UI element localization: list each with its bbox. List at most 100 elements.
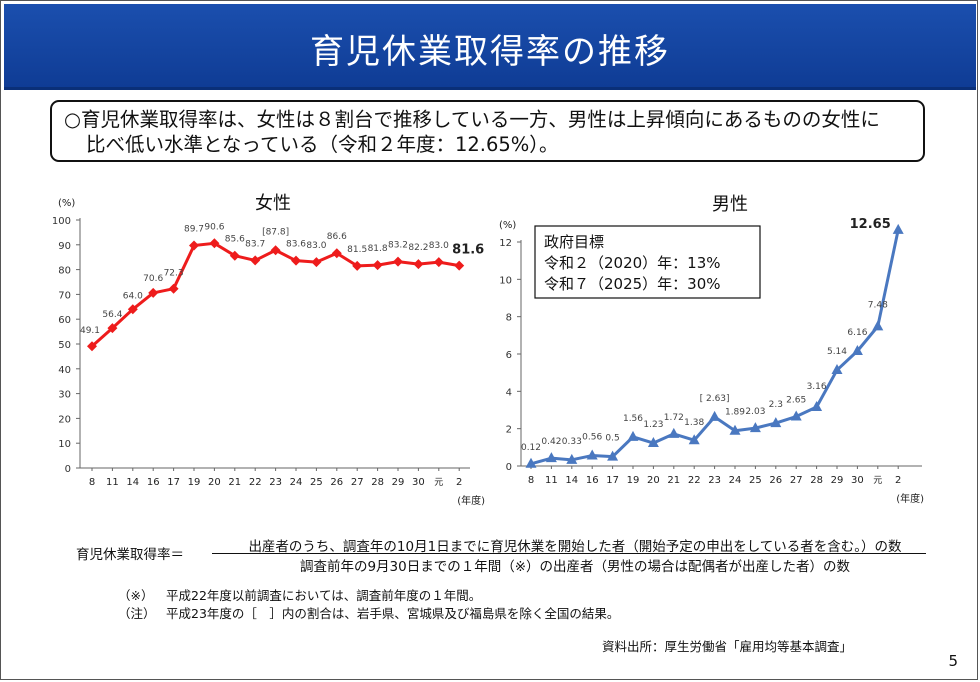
female-x-tick-label: 元 bbox=[434, 478, 443, 488]
note-2-text: 平成23年度の［ ］内の割合は、岩手県、宮城県及び福島県を除く全国の結果。 bbox=[166, 606, 620, 621]
formula-label: 育児休業取得率＝ bbox=[76, 547, 184, 563]
female-x-tick-label: 8 bbox=[89, 477, 95, 488]
female-point bbox=[311, 257, 322, 268]
target-annotation-line-3: 令和７（2025）年：30% bbox=[544, 275, 721, 293]
note-1-mark: （※） bbox=[118, 588, 154, 603]
male-data-label: 1.72 bbox=[664, 413, 684, 423]
title-banner: 育児休業取得率の推移 bbox=[4, 4, 976, 90]
female-data-label: 56.4 bbox=[102, 310, 122, 320]
female-data-label: 82.2 bbox=[408, 243, 428, 253]
female-y-tick-label: 30 bbox=[58, 390, 71, 401]
female-y-tick-label: 90 bbox=[58, 241, 71, 252]
male-data-label: 0.33 bbox=[562, 437, 582, 447]
female-point bbox=[168, 283, 179, 294]
female-point bbox=[291, 255, 301, 266]
male-y-tick-label: 0 bbox=[506, 462, 512, 473]
formula-fraction-bar bbox=[212, 553, 926, 554]
female-x-tick-label: 14 bbox=[126, 477, 139, 488]
male-point bbox=[872, 320, 884, 331]
female-data-label: [87.8] bbox=[262, 227, 289, 237]
male-x-tick-label: 23 bbox=[708, 475, 721, 486]
male-x-tick-label: 30 bbox=[851, 475, 864, 486]
male-point bbox=[647, 437, 659, 448]
target-annotation-line-1: 政府目標 bbox=[544, 233, 604, 251]
male-data-label: 0.56 bbox=[582, 433, 602, 443]
male-data-label: 2.03 bbox=[745, 407, 765, 417]
male-x-tick-label: 17 bbox=[606, 475, 619, 486]
female-x-tick-label: 28 bbox=[371, 477, 384, 488]
female-x-tick-label: 27 bbox=[351, 477, 364, 488]
female-data-label: 85.6 bbox=[225, 235, 245, 245]
female-point bbox=[189, 240, 199, 251]
male-point bbox=[729, 424, 741, 435]
female-point bbox=[107, 323, 118, 334]
formula-denominator: 調査前年の9月30日までの１年間（※）の出産者（男性の場合は配偶者が出産した者）… bbox=[299, 559, 851, 575]
male-x-tick-label: 16 bbox=[586, 475, 599, 486]
female-point bbox=[209, 238, 220, 249]
male-point bbox=[851, 345, 863, 356]
male-data-label: 2.65 bbox=[786, 396, 806, 406]
male-point bbox=[749, 422, 761, 433]
male-x-tick-label: 14 bbox=[565, 475, 578, 486]
male-y-axis-label: (%) bbox=[499, 220, 516, 231]
male-data-label: 7.48 bbox=[868, 300, 888, 310]
male-x-tick-label: 25 bbox=[749, 475, 762, 486]
female-point bbox=[372, 260, 383, 271]
male-point bbox=[831, 364, 843, 375]
female-point bbox=[87, 341, 97, 352]
female-data-label: 64.0 bbox=[123, 291, 143, 301]
female-x-tick-label: 22 bbox=[249, 477, 262, 488]
female-data-label: 81.5 bbox=[347, 245, 367, 255]
female-chart-title: 女性 bbox=[255, 193, 291, 214]
female-x-tick-label: 29 bbox=[392, 477, 405, 488]
male-data-label: 1.89 bbox=[725, 408, 745, 418]
male-data-label: 1.38 bbox=[684, 418, 704, 428]
male-point bbox=[770, 417, 782, 428]
female-point bbox=[413, 259, 424, 270]
female-y-tick-label: 60 bbox=[58, 315, 71, 326]
note-1-text: 平成22年度以前調査においては、調査前年度の１年間。 bbox=[166, 588, 482, 603]
male-y-tick-label: 6 bbox=[506, 350, 512, 361]
male-data-label: 3.16 bbox=[807, 382, 827, 392]
male-x-tick-label: 24 bbox=[729, 475, 742, 486]
summary-line-2: 比べ低い水準となっている（令和２年度：12.65%）。 bbox=[86, 133, 559, 156]
female-x-tick-label: 26 bbox=[330, 477, 343, 488]
male-point bbox=[525, 457, 537, 468]
male-data-label: 6.16 bbox=[847, 328, 867, 338]
female-y-tick-label: 10 bbox=[58, 439, 71, 450]
male-y-tick-label: 12 bbox=[499, 238, 512, 249]
male-point bbox=[586, 449, 598, 460]
female-x-tick-label: 30 bbox=[412, 477, 425, 488]
female-point bbox=[229, 250, 240, 261]
target-annotation-box bbox=[534, 225, 761, 299]
female-data-label: 83.0 bbox=[429, 241, 449, 251]
male-point bbox=[892, 223, 904, 234]
male-x-tick-label: 2 bbox=[895, 475, 901, 486]
formula-numerator: 出産者のうち、調査年の10月1日までに育児休業を開始した者（開始予定の申出をして… bbox=[248, 539, 902, 555]
male-data-label: 5.14 bbox=[827, 347, 847, 357]
female-x-tick-label: 17 bbox=[167, 477, 180, 488]
male-data-label: 12.65 bbox=[850, 217, 891, 232]
male-x-axis-label: (年度) bbox=[896, 492, 924, 505]
female-x-tick-label: 20 bbox=[208, 477, 221, 488]
female-point bbox=[352, 260, 363, 271]
female-data-label: 70.6 bbox=[143, 274, 163, 284]
female-y-tick-label: 0 bbox=[65, 464, 71, 475]
male-y-tick-label: 4 bbox=[506, 387, 512, 398]
male-chart-title: 男性 bbox=[712, 194, 748, 215]
female-data-label: 81.8 bbox=[368, 244, 388, 254]
male-y-tick-label: 10 bbox=[499, 275, 512, 286]
male-point bbox=[668, 427, 680, 438]
female-data-label: 83.7 bbox=[245, 239, 265, 249]
male-data-label: 0.42 bbox=[541, 437, 561, 447]
female-data-label: 81.6 bbox=[452, 243, 484, 258]
male-x-tick-label: 22 bbox=[688, 475, 701, 486]
female-x-tick-label: 24 bbox=[290, 477, 303, 488]
male-point bbox=[566, 453, 578, 464]
male-point bbox=[790, 410, 802, 421]
male-data-label: 2.3 bbox=[769, 400, 783, 410]
summary-box: ○育児休業取得率は、女性は８割台で推移している一方、男性は上昇傾向にあるものの女… bbox=[50, 100, 925, 162]
